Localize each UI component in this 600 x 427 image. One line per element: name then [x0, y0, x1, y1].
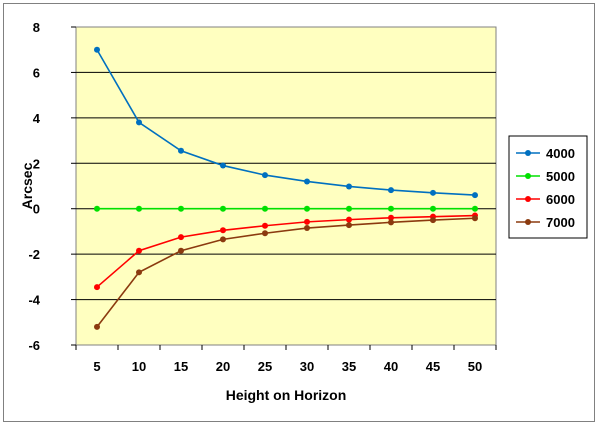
data-point-5000	[220, 205, 226, 212]
data-point-7000	[430, 217, 436, 224]
y-tick-label: 2	[33, 156, 40, 171]
data-point-4000	[430, 189, 436, 196]
data-point-5000	[430, 205, 436, 212]
x-tick-label: 20	[216, 359, 230, 374]
data-point-6000	[220, 227, 226, 234]
x-axis-ticks: 5 10 15 20 25 30 35 40 45 50	[75, 345, 497, 374]
y-tick-label: -4	[28, 293, 40, 308]
data-point-5000	[94, 205, 100, 212]
y-tick-label: -2	[28, 247, 40, 262]
legend-marker-7000	[525, 219, 531, 225]
data-point-4000	[220, 162, 226, 169]
line-chart: -6 -4 -2 0 2 4 6 8 5 10 15 20 25 30 35 40 45 50 Arcsec H…	[19, 20, 588, 403]
data-point-6000	[136, 247, 142, 254]
x-tick-label: 40	[384, 359, 398, 374]
data-point-7000	[178, 247, 184, 254]
series-line-7000	[96, 217, 476, 328]
legend-marker-6000	[525, 196, 531, 202]
data-point-7000	[388, 219, 394, 226]
legend-label-5000: 5000	[546, 169, 575, 184]
series-line-4000	[96, 49, 476, 196]
data-point-4000	[472, 192, 478, 199]
legend-marker-4000	[525, 150, 531, 156]
x-tick-label: 50	[468, 359, 482, 374]
data-point-5000	[346, 205, 352, 212]
x-tick-label: 5	[93, 359, 100, 374]
data-point-7000	[346, 222, 352, 229]
data-point-4000	[262, 172, 268, 179]
plot-area	[75, 26, 497, 346]
x-tick-label: 45	[426, 359, 440, 374]
data-point-4000	[304, 178, 310, 185]
y-tick-label: 6	[33, 65, 40, 80]
data-point-5000	[304, 205, 310, 212]
data-point-4000	[388, 187, 394, 194]
data-point-4000	[136, 119, 142, 126]
legend-label-6000: 6000	[546, 192, 575, 207]
data-point-7000	[94, 323, 100, 330]
data-point-5000	[388, 205, 394, 212]
data-point-4000	[346, 183, 352, 190]
y-axis-ticks: -6 -4 -2 0 2 4 6 8	[28, 20, 76, 353]
legend-label-4000: 4000	[546, 146, 575, 161]
data-point-4000	[178, 147, 184, 154]
chart-frame: -6 -4 -2 0 2 4 6 8 5 10 15 20 25 30 35 40 45 50 Arcsec H…	[3, 3, 595, 422]
data-point-5000	[178, 205, 184, 212]
legend-label-7000: 7000	[546, 215, 575, 230]
y-axis-title: Arcsec	[19, 162, 35, 209]
data-point-7000	[136, 269, 142, 276]
legend: 4000 5000 6000 7000	[508, 135, 588, 239]
y-tick-label: 8	[33, 20, 40, 35]
x-tick-label: 35	[342, 359, 356, 374]
data-point-6000	[178, 234, 184, 241]
data-point-5000	[262, 205, 268, 212]
data-point-6000	[94, 284, 100, 291]
data-point-7000	[262, 230, 268, 237]
data-point-6000	[262, 222, 268, 229]
data-point-7000	[472, 215, 478, 222]
y-tick-label: 4	[33, 111, 41, 126]
data-point-4000	[94, 46, 100, 53]
x-tick-label: 30	[300, 359, 314, 374]
legend-marker-5000	[525, 173, 531, 179]
y-tick-label: 0	[33, 202, 40, 217]
x-tick-label: 10	[132, 359, 146, 374]
x-tick-label: 15	[174, 359, 188, 374]
x-axis-title: Height on Horizon	[226, 387, 347, 403]
data-point-7000	[304, 225, 310, 232]
series-lines	[94, 46, 478, 330]
data-point-7000	[220, 236, 226, 243]
data-point-6000	[388, 214, 394, 221]
data-point-6000	[304, 218, 310, 225]
series-line-6000	[96, 214, 476, 288]
data-point-5000	[472, 205, 478, 212]
x-tick-label: 25	[258, 359, 272, 374]
y-tick-label: -6	[28, 338, 40, 353]
data-point-6000	[346, 216, 352, 223]
data-point-5000	[136, 205, 142, 212]
